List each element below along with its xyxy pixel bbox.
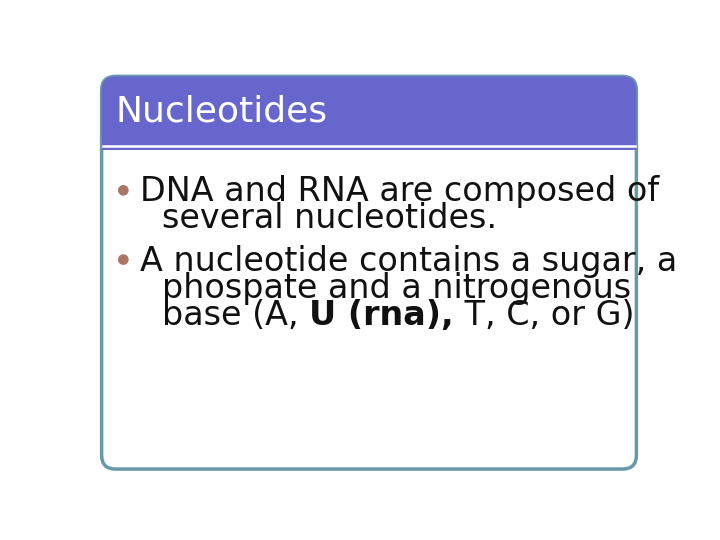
Text: base (A,: base (A,	[162, 299, 310, 332]
Circle shape	[119, 186, 128, 195]
Text: T, C, or G): T, C, or G)	[454, 299, 634, 332]
Text: DNA and RNA are composed of: DNA and RNA are composed of	[140, 176, 660, 208]
Text: Nucleotides: Nucleotides	[116, 94, 328, 129]
Text: A nucleotide contains a sugar, a: A nucleotide contains a sugar, a	[140, 245, 678, 278]
Bar	[102, 132, 636, 150]
FancyBboxPatch shape	[102, 76, 636, 150]
FancyBboxPatch shape	[102, 76, 636, 469]
Circle shape	[119, 255, 128, 264]
Text: phospate and a nitrogenous: phospate and a nitrogenous	[162, 272, 631, 305]
Text: U (rna),: U (rna),	[310, 299, 454, 332]
Text: several nucleotides.: several nucleotides.	[162, 202, 498, 235]
